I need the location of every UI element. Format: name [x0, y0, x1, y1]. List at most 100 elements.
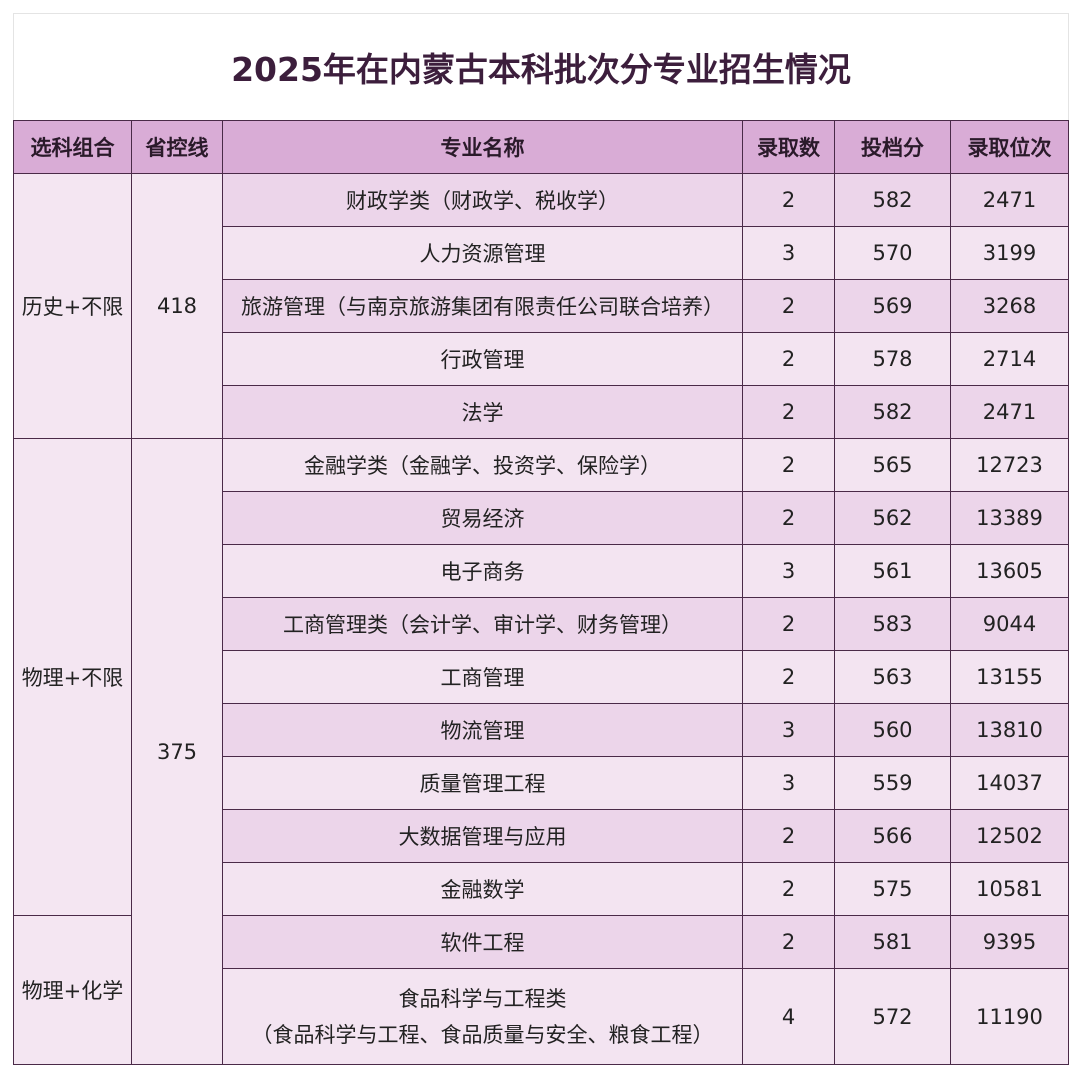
- major-name: 财政学类（财政学、税收学）: [346, 189, 619, 213]
- header-row: 选科组合 省控线 专业名称 录取数 投档分 录取位次: [13, 120, 1069, 174]
- rank-cell: 13810: [950, 703, 1069, 757]
- major-cell: 工商管理: [222, 650, 743, 704]
- rank-cell: 14037: [950, 756, 1069, 810]
- admitted-cell: 3: [742, 544, 835, 598]
- score-cell: 583: [834, 597, 951, 651]
- subject-cell: 历史+不限: [13, 173, 132, 439]
- major-cell: 贸易经济: [222, 491, 743, 545]
- rank-cell: 3199: [950, 226, 1069, 280]
- score-cell: 572: [834, 968, 951, 1065]
- admitted-cell: 2: [742, 332, 835, 386]
- rank-cell: 13155: [950, 650, 1069, 704]
- table-row: 贸易经济 2 562 13389: [14, 491, 1069, 545]
- admitted-cell: 2: [742, 809, 835, 863]
- column-header: 录取数: [742, 120, 835, 174]
- score-cell: 582: [834, 385, 951, 439]
- score-cell: 559: [834, 756, 951, 810]
- major-name: 工商管理: [440, 666, 525, 690]
- rank-cell: 2471: [950, 173, 1069, 227]
- admitted-cell: 4: [742, 968, 835, 1065]
- table-row: 大数据管理与应用 2 566 12502: [14, 809, 1069, 863]
- table-row: 电子商务 3 561 13605: [14, 544, 1069, 598]
- admitted-cell: 2: [742, 491, 835, 545]
- major-cell: 质量管理工程: [222, 756, 743, 810]
- admitted-cell: 2: [742, 915, 835, 969]
- column-header: 选科组合: [13, 120, 132, 174]
- major-name: 工商管理类（会计学、审计学、财务管理）: [283, 613, 682, 637]
- major-name: 物流管理: [440, 719, 525, 743]
- rank-cell: 11190: [950, 968, 1069, 1065]
- score-cell: 570: [834, 226, 951, 280]
- rank-cell: 9395: [950, 915, 1069, 969]
- control-line-cell: 418: [131, 173, 223, 439]
- major-name: 质量管理工程: [419, 772, 546, 796]
- admitted-cell: 3: [742, 756, 835, 810]
- major-cell: 软件工程: [222, 915, 743, 969]
- major-name: 金融数学: [440, 878, 525, 902]
- rank-cell: 2714: [950, 332, 1069, 386]
- major-name: 旅游管理（与南京旅游集团有限责任公司联合培养）: [241, 295, 724, 319]
- table-row: 物理+不限 375 金融学类（金融学、投资学、保险学） 2 565 12723: [13, 438, 1069, 1065]
- major-cell: 旅游管理（与南京旅游集团有限责任公司联合培养）: [222, 279, 743, 333]
- column-header: 省控线: [131, 120, 223, 174]
- major-cell: 金融数学: [222, 862, 743, 916]
- major-cell: 人力资源管理: [222, 226, 743, 280]
- rank-cell: 9044: [950, 597, 1069, 651]
- table-row: 法学 2 582 2471: [14, 385, 1069, 439]
- admission-panel: 2025年在内蒙古本科批次分专业招生情况 选科组合 省控线 专业名称 录取数 投档分 录取…: [13, 13, 1069, 1065]
- table-row: 食品科学与工程类 （食品科学与工程、食品质量与安全、粮食工程） 4 572 11190: [14, 968, 1069, 1065]
- major-name: 法学: [461, 401, 504, 425]
- table-row: 质量管理工程 3 559 14037: [14, 756, 1069, 810]
- column-header: 录取位次: [950, 120, 1069, 174]
- rank-cell: 3268: [950, 279, 1069, 333]
- rank-cell: 2471: [950, 385, 1069, 439]
- admitted-cell: 2: [742, 385, 835, 439]
- admission-table: 选科组合 省控线 专业名称 录取数 投档分 录取位次 历史+不限 418 财政学类（财政学、税…: [13, 120, 1069, 1065]
- admitted-cell: 2: [742, 438, 835, 492]
- major-detail: （食品科学与工程、食品质量与安全、粮食工程）: [251, 1022, 714, 1047]
- column-header: 投档分: [834, 120, 951, 174]
- admitted-cell: 2: [742, 597, 835, 651]
- major-name: 软件工程: [440, 931, 525, 955]
- score-cell: 565: [834, 438, 951, 492]
- major-name: 金融学类（金融学、投资学、保险学）: [304, 454, 661, 478]
- table-body: 历史+不限 418 财政学类（财政学、税收学） 2 582 2471 人力资源管理 3 570 3…: [13, 173, 1069, 1065]
- table-row: 物理+化学 软件工程 2 581 9395: [13, 915, 1069, 1065]
- rank-cell: 12502: [950, 809, 1069, 863]
- rank-cell: 10581: [950, 862, 1069, 916]
- score-cell: 566: [834, 809, 951, 863]
- major-cell: 工商管理类（会计学、审计学、财务管理）: [222, 597, 743, 651]
- major-cell: 金融学类（金融学、投资学、保险学）: [222, 438, 743, 492]
- major-cell: 电子商务: [222, 544, 743, 598]
- subject-cell: 物理+不限: [13, 438, 132, 916]
- table-row: 历史+不限 418 财政学类（财政学、税收学） 2 582 2471: [13, 173, 1069, 439]
- subject-cell: 物理+化学: [13, 915, 132, 1065]
- table-row: 工商管理类（会计学、审计学、财务管理） 2 583 9044: [14, 597, 1069, 651]
- title: 2025年在内蒙古本科批次分专业招生情况: [231, 50, 851, 89]
- major-name: 食品科学与工程类: [398, 986, 567, 1011]
- major-cell: 财政学类（财政学、税收学）: [222, 173, 743, 227]
- score-cell: 563: [834, 650, 951, 704]
- major-cell: 食品科学与工程类 （食品科学与工程、食品质量与安全、粮食工程）: [222, 968, 743, 1065]
- major-name: 贸易经济: [440, 507, 525, 531]
- major-cell: 物流管理: [222, 703, 743, 757]
- score-cell: 582: [834, 173, 951, 227]
- major-name: 行政管理: [440, 348, 525, 372]
- rank-cell: 12723: [950, 438, 1069, 492]
- table-row: 人力资源管理 3 570 3199: [14, 226, 1069, 280]
- major-name: 人力资源管理: [419, 242, 546, 266]
- score-cell: 581: [834, 915, 951, 969]
- rank-cell: 13389: [950, 491, 1069, 545]
- table-row: 金融数学 2 575 10581: [14, 862, 1069, 916]
- table-row: 物流管理 3 560 13810: [14, 703, 1069, 757]
- admitted-cell: 2: [742, 279, 835, 333]
- column-header: 专业名称: [222, 120, 743, 174]
- major-name: 大数据管理与应用: [398, 825, 567, 849]
- score-cell: 575: [834, 862, 951, 916]
- table-row: 工商管理 2 563 13155: [14, 650, 1069, 704]
- score-cell: 562: [834, 491, 951, 545]
- score-cell: 578: [834, 332, 951, 386]
- rank-cell: 13605: [950, 544, 1069, 598]
- major-cell: 法学: [222, 385, 743, 439]
